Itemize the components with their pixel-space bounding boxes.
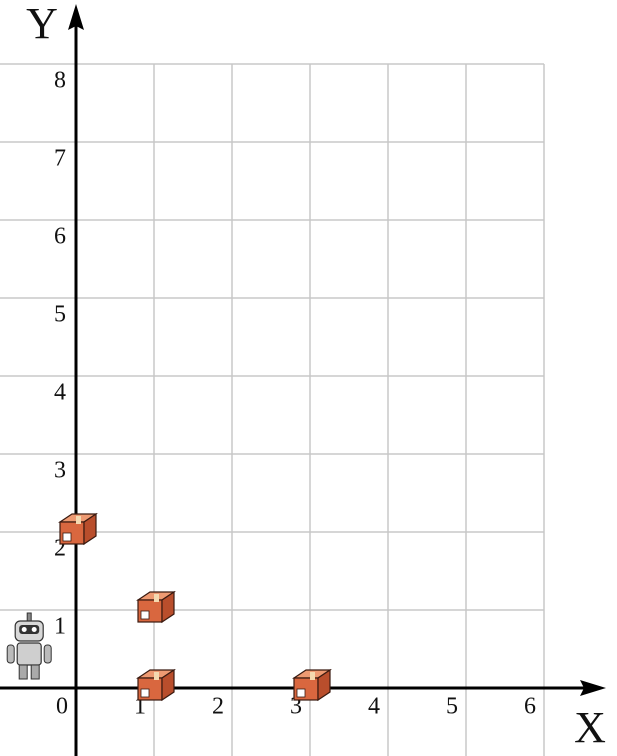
box-side [83,512,97,546]
box-label [296,688,306,698]
grid [0,63,545,756]
x-tick-label: 5 [446,694,458,720]
box [292,668,332,702]
robot-body [16,642,42,666]
box-tape [154,672,159,680]
x-arrow [580,680,606,696]
box [58,512,98,546]
box-side [161,668,175,702]
pieces [6,512,332,702]
y-tick-label: 4 [54,380,66,406]
y-tick-label: 5 [54,302,66,328]
box-label [140,688,150,698]
y-tick-label: 7 [54,146,66,172]
x-tick-label: 0 [56,694,68,720]
x-tick-label: 2 [212,694,224,720]
robot-arm [6,644,15,664]
box-tape [310,672,315,680]
robot-arm [43,644,52,664]
y-tick-label: 6 [54,224,66,250]
y-tick-label: 8 [54,68,66,94]
box-label [62,532,72,542]
robot [6,612,52,680]
robot-antenna [26,612,32,622]
robot-leg [30,664,40,680]
x-axis-label: X [574,703,606,752]
box [136,590,176,624]
box-side [317,668,331,702]
x-tick-label: 6 [524,694,536,720]
box [136,668,176,702]
robot-eye [31,627,37,632]
y-arrow [68,4,84,30]
x-tick-label: 4 [368,694,380,720]
y-tick-label: 1 [54,614,66,640]
box-tape [154,594,159,602]
y-axis-label: Y [26,0,58,48]
box-label [140,610,150,620]
robot-eye [21,627,27,632]
robot-leg [18,664,28,680]
box-tape [76,516,81,524]
box-side [161,590,175,624]
y-tick-label: 3 [54,458,66,484]
